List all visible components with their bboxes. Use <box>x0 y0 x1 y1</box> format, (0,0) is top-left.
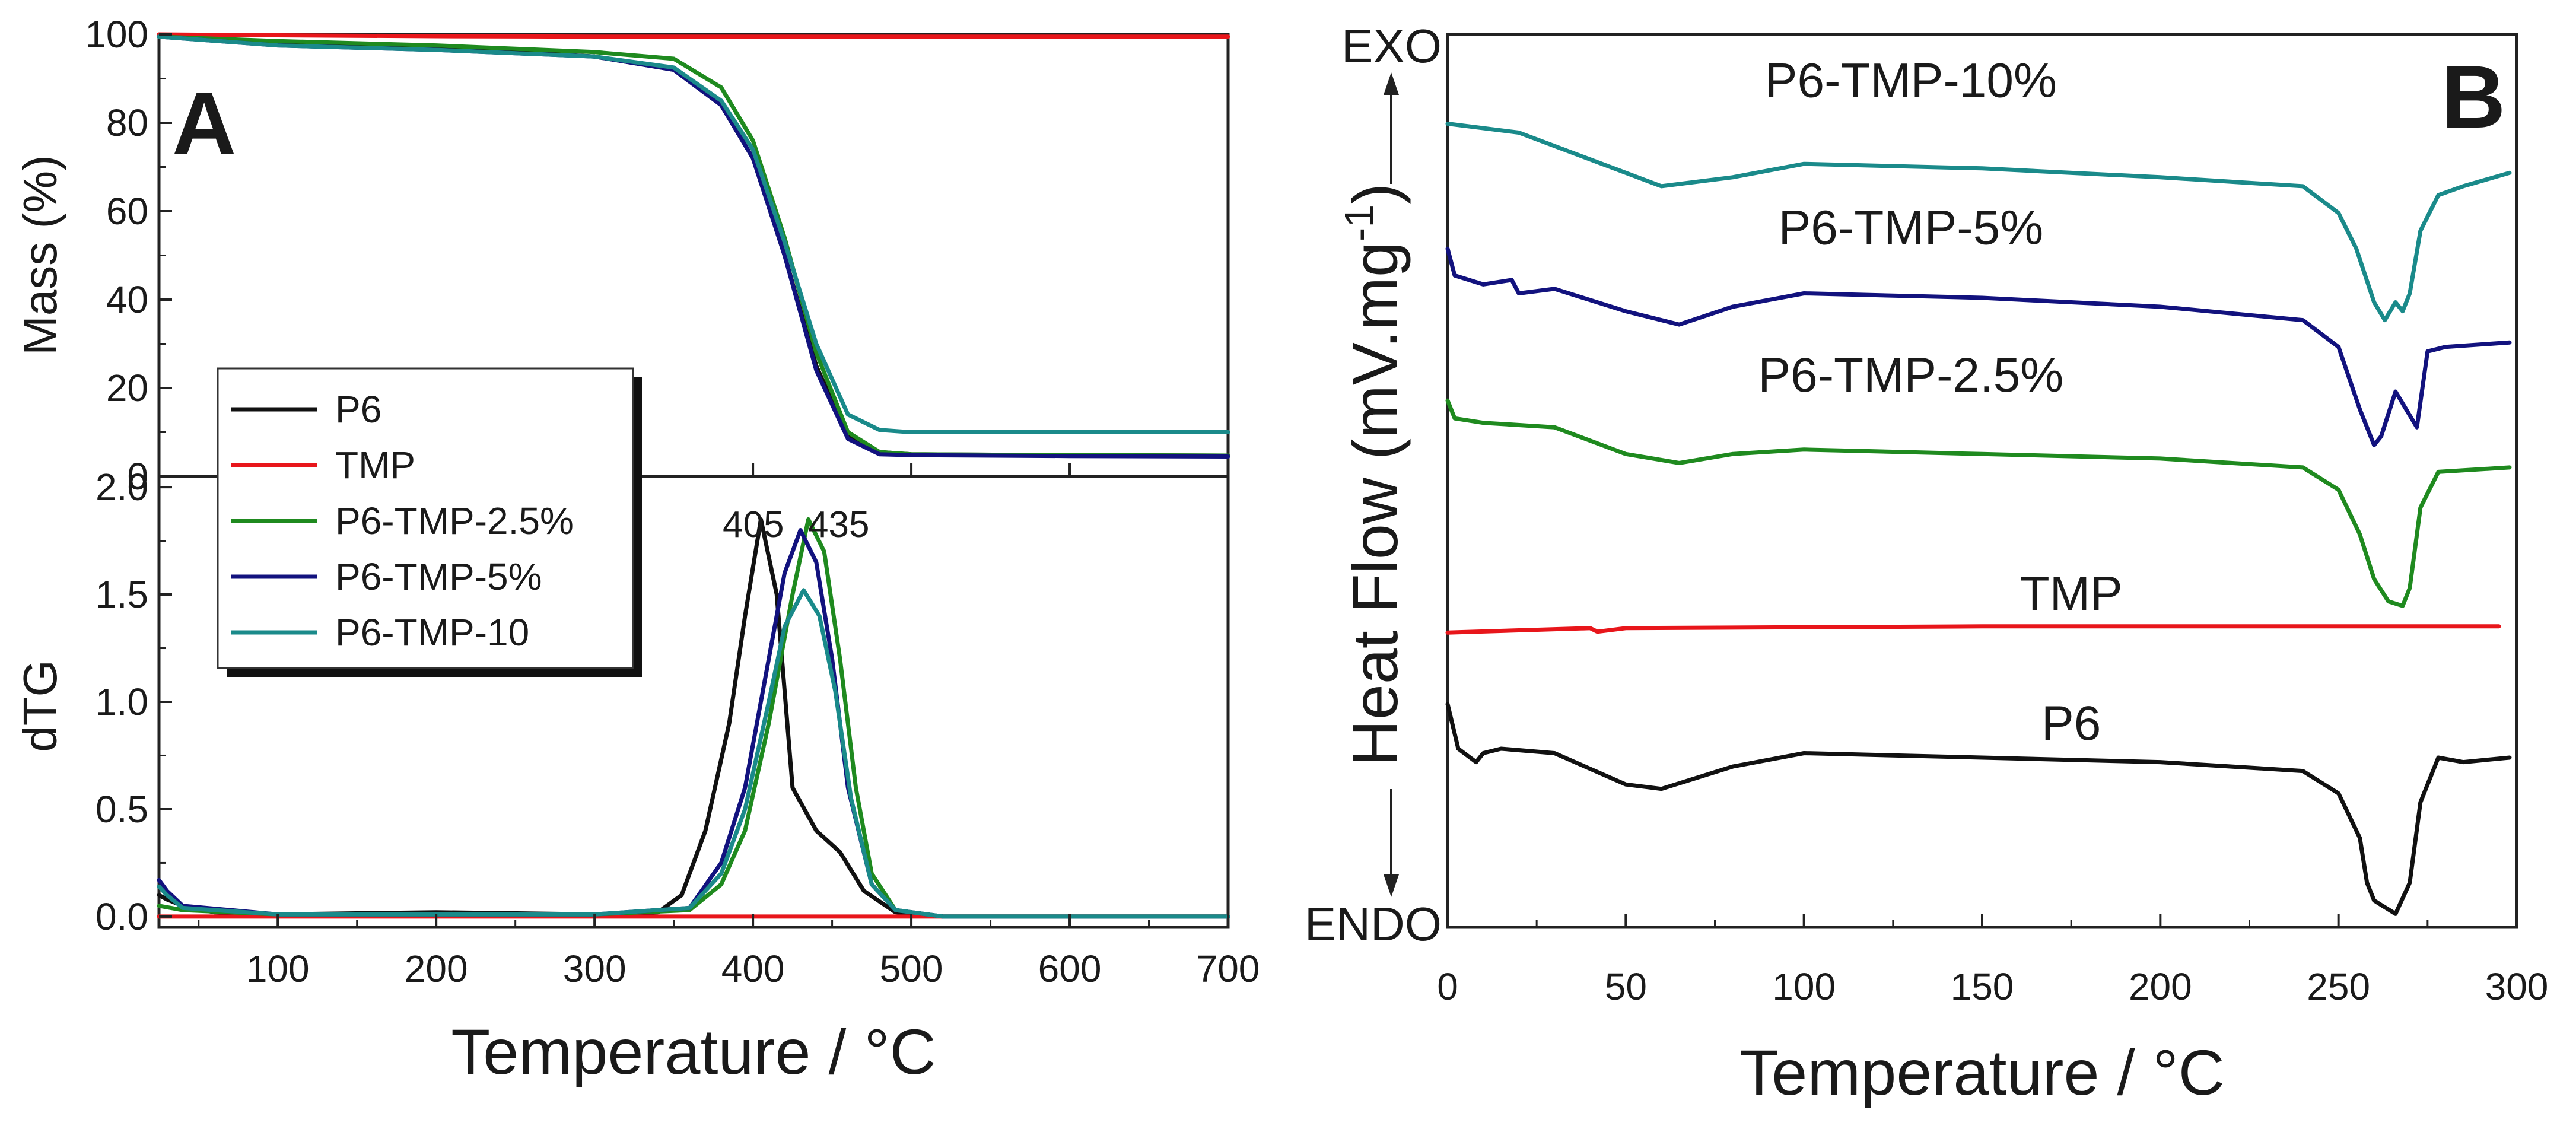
tga-y-axis-label: Mass (%) <box>14 155 66 355</box>
legend-label-p6-tmp-10: P6-TMP-10 <box>335 611 529 654</box>
legend-box <box>217 367 634 669</box>
panel-b-x-tick-label: 0 <box>1437 965 1458 1008</box>
panel-a-x-tick-label: 100 <box>246 947 310 990</box>
legend-label-p6: P6 <box>335 388 381 431</box>
endo-arrow-head <box>1384 874 1399 897</box>
dtg-y-tick-label: 1.5 <box>96 573 148 616</box>
panel-a-letter: A <box>172 74 236 173</box>
dtg-series-p6-tmp-10 <box>157 588 1230 919</box>
dsc-curve-label-p6-tmp-2-5: P6-TMP-2.5% <box>1758 348 2063 402</box>
panel-a-x-tick-label: 200 <box>405 947 468 990</box>
dsc-y-axis-label-tail: ) <box>1339 183 1411 205</box>
exo-marker: EXO <box>1341 20 1442 72</box>
panel-b-x-tick-label: 250 <box>2307 965 2370 1008</box>
legend-label-tmp: TMP <box>335 444 415 486</box>
tga-curves <box>157 32 1230 459</box>
dsc-series-p6-tmp-10 <box>1445 122 2512 323</box>
panel-b-x-tick-label: 100 <box>1772 965 1836 1008</box>
dtg-y-tick-label: 1.0 <box>96 680 148 723</box>
tga-y-tick-label: 0 <box>127 455 148 498</box>
peak-label-435: 435 <box>808 504 869 545</box>
panel-a-x-tick-label: 500 <box>880 947 943 990</box>
dsc-curve-labels: P6-TMP-10% P6-TMP-5% P6-TMP-2.5% TMP P6 <box>1758 53 2122 750</box>
dsc-series-tmp <box>1445 624 2501 635</box>
tga-series-p6-tmp-10 <box>157 34 1230 434</box>
dsc-curve-label-tmp: TMP <box>2020 567 2123 621</box>
legend-entries: P6 TMP P6-TMP-2.5% P6-TMP-5% P6-TMP-10 <box>231 388 574 654</box>
dtg-y-axis-label: dTG <box>14 660 66 752</box>
legend: P6 TMP P6-TMP-2.5% P6-TMP-5% P6-TMP-10 <box>217 367 642 677</box>
tga-y-tick-label: 100 <box>85 13 148 56</box>
panel-a-x-axis-label: Temperature / °C <box>451 1016 936 1087</box>
dtg-y-tick-label: 2.0 <box>96 466 148 508</box>
dsc-curve-label-p6: P6 <box>2041 697 2101 750</box>
panel-a-x-tick-label: 600 <box>1038 947 1102 990</box>
dsc-y-axis-label: Heat Flow (mV.mg-1) <box>1336 183 1411 766</box>
dsc-curves <box>1445 122 2512 916</box>
panel-a-x-tick-label: 300 <box>563 947 626 990</box>
dtg-y-tick-label: 0.0 <box>96 895 148 938</box>
panel-a-x-tick-label: 400 <box>721 947 785 990</box>
panel-b-x-tick-label: 200 <box>2129 965 2192 1008</box>
panel-b-x-axis-label: Temperature / °C <box>1739 1036 2225 1108</box>
panel-b-x-ticks: 0 50 100 150 200 250 300 <box>1437 914 2548 1008</box>
dsc-series-p6-tmp-5 <box>1445 246 2512 447</box>
endo-marker: ENDO <box>1305 898 1442 950</box>
panel-b: P6-TMP-10% P6-TMP-5% P6-TMP-2.5% TMP P6 0 50 1… <box>1305 20 2549 1108</box>
dsc-curve-label-p6-tmp-5: P6-TMP-5% <box>1779 201 2044 255</box>
panel-b-x-tick-label: 300 <box>2485 965 2549 1008</box>
dsc-y-axis-label-sup: -1 <box>1336 205 1382 241</box>
tga-series-tmp <box>157 32 1230 39</box>
legend-label-p6-tmp-5: P6-TMP-5% <box>335 555 542 598</box>
dsc-series-p6-tmp-2-5 <box>1445 398 2512 608</box>
panel-b-x-tick-label: 150 <box>1951 965 2014 1008</box>
dsc-y-axis-label-main: Heat Flow (mV.mg <box>1339 241 1411 766</box>
panel-b-letter: B <box>2441 47 2505 147</box>
tga-y-ticks: 0 20 40 60 80 100 <box>85 13 172 498</box>
exo-arrow-head <box>1384 72 1399 95</box>
dtg-y-ticks: 0.0 0.5 1.0 1.5 2.0 <box>96 466 172 938</box>
panel-a-x-ticks: 100 200 300 400 500 600 700 <box>198 463 1260 990</box>
tga-y-tick-label: 20 <box>106 367 148 409</box>
panel-a: 0 20 40 60 80 100 0.0 0.5 1.0 1.5 2.0 100 200 300 40… <box>14 13 1260 1087</box>
panel-a-x-tick-label: 700 <box>1197 947 1260 990</box>
dsc-series-p6 <box>1445 702 2512 916</box>
dsc-curve-label-p6-tmp-10: P6-TMP-10% <box>1765 53 2057 107</box>
dtg-curves <box>157 517 1230 919</box>
tga-y-tick-label: 60 <box>106 190 148 233</box>
peak-label-405: 405 <box>723 504 784 545</box>
legend-label-p6-tmp-2-5: P6-TMP-2.5% <box>335 500 574 542</box>
tga-y-tick-label: 80 <box>106 101 148 144</box>
panel-b-x-tick-label: 50 <box>1605 965 1647 1008</box>
tga-y-tick-label: 40 <box>106 278 148 321</box>
dtg-y-tick-label: 0.5 <box>96 788 148 831</box>
